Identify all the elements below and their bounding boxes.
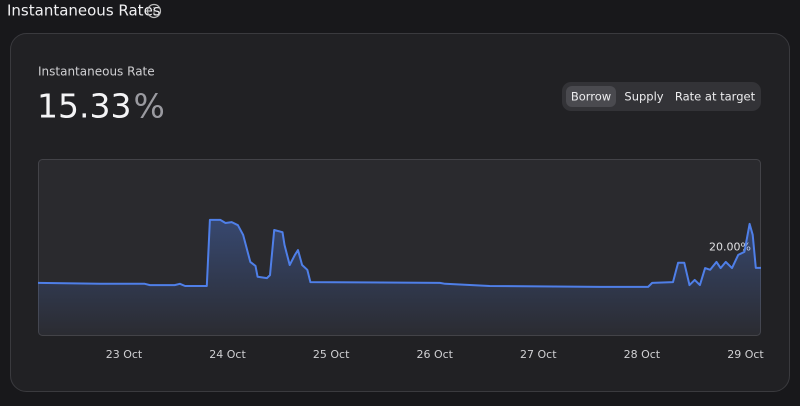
x-tick-label: 25 Oct	[313, 348, 350, 361]
tab-active-bg	[566, 86, 616, 107]
tab[interactable]: Rate at target	[675, 90, 756, 104]
rate-value: 15.33	[37, 87, 131, 126]
x-tick-label: 29 Oct	[727, 348, 764, 361]
x-tick-label: 27 Oct	[520, 348, 557, 361]
page-title: Instantaneous Rates	[7, 2, 161, 20]
tab[interactable]: Supply	[624, 90, 663, 104]
line-area	[38, 219, 761, 335]
rate-label: Instantaneous Rate	[38, 65, 155, 79]
info-icon-glyph: i	[153, 7, 156, 17]
rate-unit: %	[133, 87, 164, 126]
line-series	[37, 218, 761, 288]
x-tick-label: 28 Oct	[624, 348, 661, 361]
x-tick-label: 23 Oct	[106, 348, 143, 361]
tab[interactable]: Borrow	[571, 90, 611, 104]
info-icon[interactable]	[146, 3, 162, 19]
y-tick-label: 20.00%	[709, 241, 751, 254]
x-tick-label: 24 Oct	[209, 348, 246, 361]
x-tick-label: 26 Oct	[416, 348, 453, 361]
